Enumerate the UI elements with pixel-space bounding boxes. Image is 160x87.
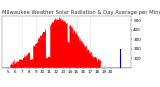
Text: Milwaukee Weather Solar Radiation & Day Average per Minute W/m2 (Today): Milwaukee Weather Solar Radiation & Day … [2,10,160,15]
